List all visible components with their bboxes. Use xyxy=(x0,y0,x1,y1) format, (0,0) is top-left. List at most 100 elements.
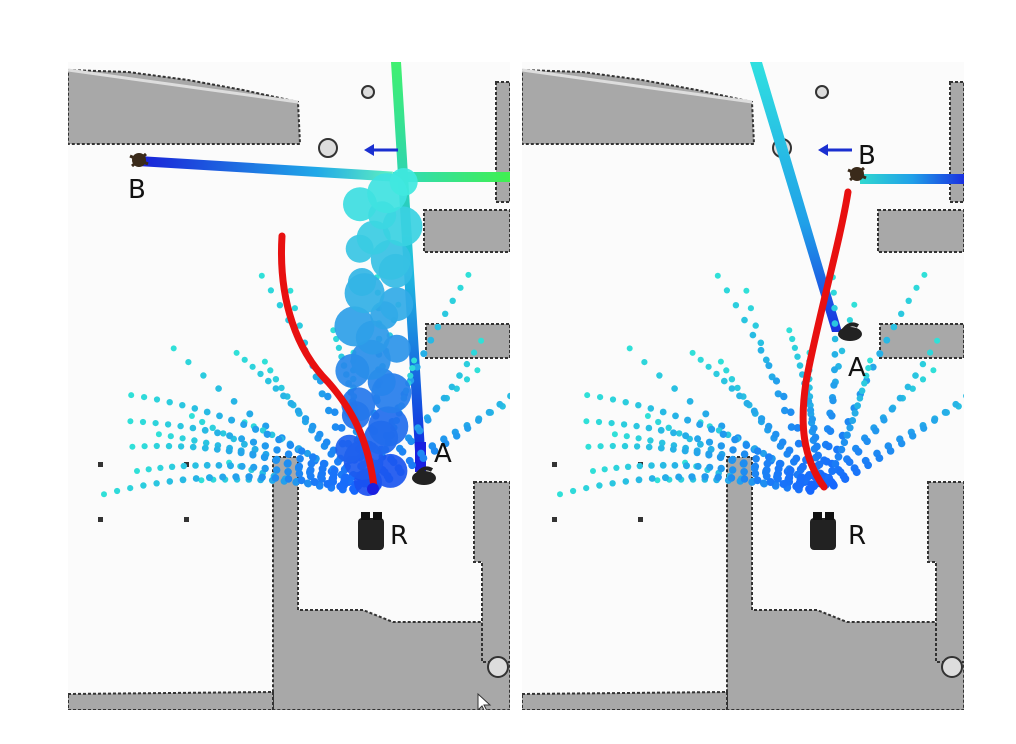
sample-point xyxy=(798,462,807,471)
sample-point xyxy=(249,363,256,370)
sample-point xyxy=(199,418,206,426)
sample-point xyxy=(811,433,820,442)
sample-point xyxy=(635,402,642,409)
sample-point xyxy=(765,422,773,431)
sample-point xyxy=(717,464,725,473)
sample-point xyxy=(834,452,843,461)
sample-point xyxy=(856,395,864,402)
sample-point xyxy=(337,424,346,432)
right-panel: R A B xyxy=(522,62,964,710)
sample-point xyxy=(762,472,771,481)
sample-point xyxy=(140,482,147,489)
sample-point xyxy=(597,443,604,450)
sample-point xyxy=(635,476,643,484)
sample-point xyxy=(246,410,254,418)
sample-point xyxy=(166,399,173,406)
sample-point xyxy=(324,392,332,401)
sample-point xyxy=(920,424,928,432)
sample-point xyxy=(672,412,679,420)
sample-point xyxy=(191,437,198,444)
sample-point xyxy=(729,446,737,454)
sample-point xyxy=(898,310,905,317)
sample-point xyxy=(310,478,319,486)
sample-point xyxy=(659,461,667,469)
sample-point xyxy=(241,356,248,363)
sample-point xyxy=(867,357,874,364)
sample-point xyxy=(831,335,839,343)
sample-point xyxy=(693,449,701,457)
sample-point xyxy=(647,437,654,444)
sample-point xyxy=(448,383,456,391)
sample-point xyxy=(141,443,148,450)
sample-point xyxy=(407,437,415,446)
planned-path xyxy=(799,188,852,491)
sample-point xyxy=(831,366,838,374)
sample-point xyxy=(203,408,211,416)
sample-point xyxy=(275,435,283,444)
sample-point xyxy=(775,459,784,468)
sample-point xyxy=(294,407,302,415)
sample-point xyxy=(232,473,240,481)
occupancy-sphere xyxy=(389,168,418,196)
sample-point xyxy=(341,473,350,482)
sample-point xyxy=(778,438,787,447)
sample-point xyxy=(496,400,504,408)
sample-point xyxy=(557,491,563,498)
sample-point xyxy=(409,365,416,372)
sample-point xyxy=(295,462,304,471)
sample-point xyxy=(241,440,248,448)
robot-icon xyxy=(810,512,836,550)
sample-point xyxy=(931,416,938,424)
sample-point xyxy=(226,432,234,440)
sample-point xyxy=(261,442,269,450)
sample-point xyxy=(713,370,720,378)
sample-point xyxy=(671,385,678,392)
sample-point xyxy=(609,480,616,487)
sample-point xyxy=(838,347,846,355)
sample-point xyxy=(185,359,192,366)
sample-point xyxy=(757,339,765,347)
sample-point xyxy=(189,424,197,432)
sample-point xyxy=(766,478,775,486)
sample-point xyxy=(762,466,771,474)
sample-point xyxy=(420,350,428,358)
predicted-occupancy-spheres xyxy=(334,168,423,496)
sample-point xyxy=(179,435,186,442)
sample-point xyxy=(682,432,690,440)
sample-point xyxy=(626,345,633,352)
sample-point xyxy=(613,464,620,471)
sample-point xyxy=(683,462,690,470)
agent-b-icon xyxy=(847,166,867,182)
sample-point xyxy=(316,430,324,439)
sample-point xyxy=(216,412,223,420)
sample-point xyxy=(792,454,801,463)
sample-point xyxy=(284,459,292,467)
sample-point xyxy=(595,418,603,426)
sample-point xyxy=(657,444,665,452)
sample-point xyxy=(297,476,306,485)
sample-point xyxy=(753,447,762,455)
sample-point xyxy=(128,392,135,399)
sample-point xyxy=(781,406,789,415)
sample-point xyxy=(213,446,221,453)
sample-point xyxy=(841,474,850,483)
sample-point xyxy=(741,316,748,324)
sample-point xyxy=(858,387,866,395)
sample-point xyxy=(829,481,838,490)
cursor-icon xyxy=(477,692,492,710)
sample-point xyxy=(779,480,788,488)
agent-predictions xyxy=(750,62,964,332)
sample-point xyxy=(134,468,140,474)
sample-point xyxy=(214,429,221,437)
sample-point xyxy=(686,398,694,405)
sample-point xyxy=(471,349,478,356)
sample-point xyxy=(411,357,418,364)
sample-point xyxy=(297,447,306,455)
sample-point xyxy=(623,433,630,440)
sample-point xyxy=(424,416,432,424)
sample-point xyxy=(849,417,857,424)
sample-point xyxy=(267,287,274,294)
sample-point xyxy=(265,377,272,385)
sample-point xyxy=(170,345,177,352)
sample-point xyxy=(323,480,332,488)
